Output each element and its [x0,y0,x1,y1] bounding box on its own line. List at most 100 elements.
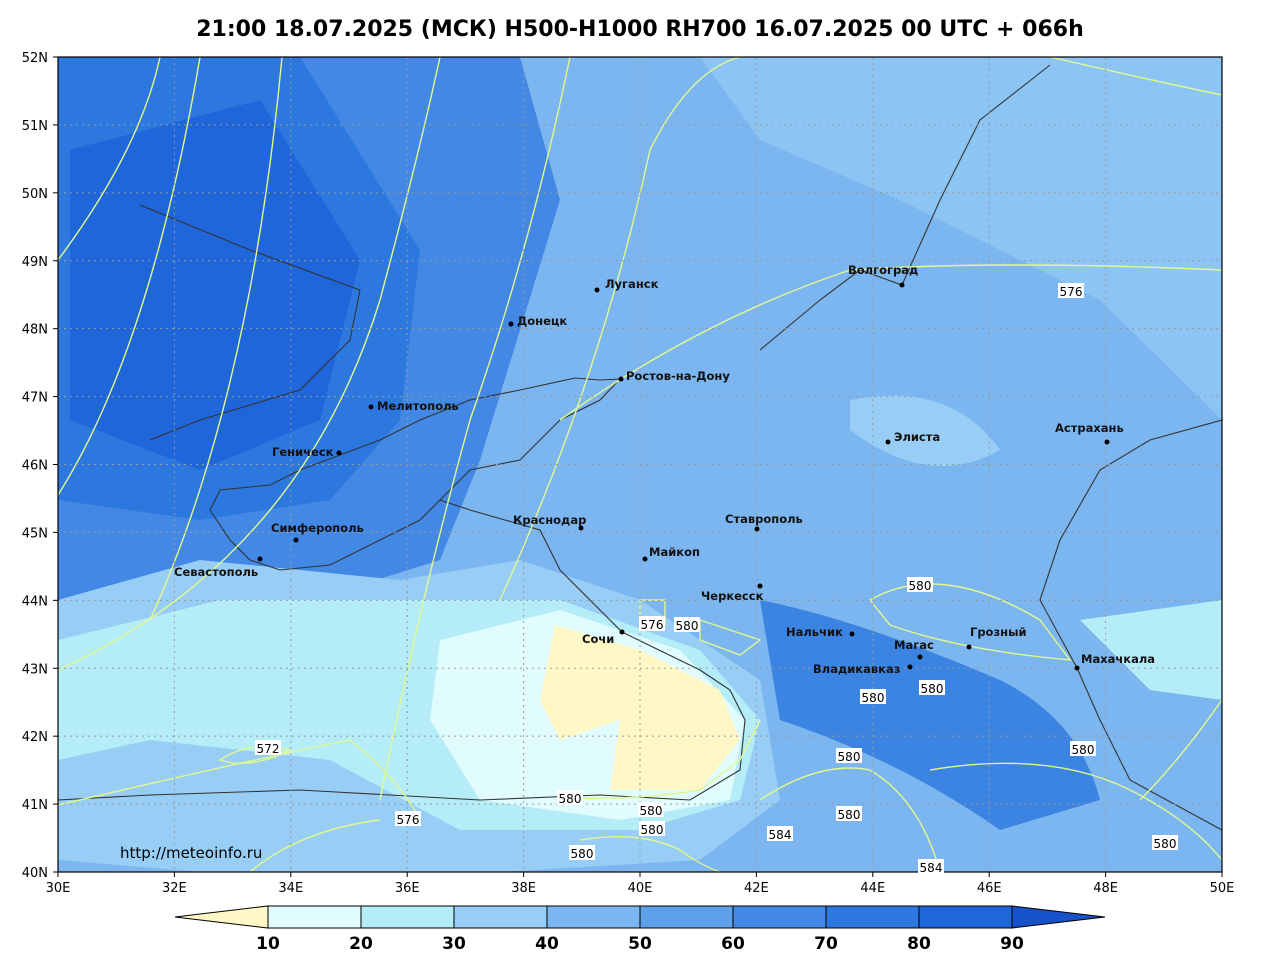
city-dot [293,537,299,543]
lon-label: 30E [46,881,71,896]
contour-label: 580 [571,847,594,861]
lon-label: 50E [1210,881,1235,896]
contour-label: 580 [641,823,664,837]
contour-label: 580 [838,750,861,764]
colorbar-tick-label: 50 [628,934,652,954]
contour-label: 580 [640,804,663,818]
lon-label: 38E [511,881,536,896]
city-label: Геническ [272,445,334,459]
contour-label: 576 [397,813,420,827]
city-label: Владикавказ [813,662,900,676]
contour-label-bg [1058,283,1084,298]
city-dot [757,583,763,589]
city-dot [899,282,905,288]
lat-label: 44N [22,594,48,609]
colorbar-cell [732,905,827,929]
contour-label-bg [1152,835,1178,850]
city-dot [907,664,913,670]
lat-label: 46N [22,459,48,474]
city-dot [1074,665,1080,671]
contour-label: 580 [1072,743,1095,757]
lat-label: 49N [22,255,48,270]
city-label: Волгоград [848,263,918,277]
lon-label: 44E [860,881,885,896]
colorbar-tick-label: 30 [442,934,466,954]
lon-label: 32E [162,881,187,896]
contour-label: 576 [641,618,664,632]
colorbar-cell [825,905,920,929]
contour-label: 580 [909,579,932,593]
city-dot [594,287,600,293]
city-dot [754,526,760,532]
colorbar-tick-label: 20 [349,934,373,954]
contour-label: 576 [1060,285,1083,299]
lat-label: 48N [22,323,48,338]
city-dot [508,321,514,327]
colorbar-cell [267,905,362,929]
contour-label-bg [638,802,664,817]
city-label: Сочи [582,632,614,646]
city-dot [966,644,972,650]
contour-label: 580 [676,619,699,633]
title: 21:00 18.07.2025 (МСК) H500-H1000 RH700 … [196,17,1083,42]
contour-label: 580 [1154,837,1177,851]
city-label: Черкесск [701,589,764,603]
colorbar-tick-label: 40 [535,934,559,954]
city-dot [849,631,855,637]
contour-label: 580 [559,792,582,806]
lon-label: 46E [977,881,1002,896]
contour-label-bg [836,748,862,763]
city-label: Ставрополь [725,512,803,526]
city-label: Севастополь [174,565,258,579]
colorbar: 10 20 30 40 50 60 70 80 90 [174,905,1106,954]
colorbar-tick-label: 10 [256,934,280,954]
contour-label-bg [674,617,700,632]
graticule [58,57,1222,872]
lon-label: 42E [744,881,769,896]
city-label: Майкоп [649,545,700,559]
city-dot [642,556,648,562]
colorbar-tick-label: 70 [814,934,838,954]
colorbar-cell [453,905,548,929]
contour-label: 580 [862,691,885,705]
lat-label: 47N [22,391,48,406]
contour-label-bg [767,826,793,841]
city-label: Махачкала [1081,652,1155,666]
contour-label-bg [639,821,665,836]
colorbar-cell [918,905,1013,929]
city-dot [917,654,923,660]
lat-label: 42N [22,730,48,745]
city-dot [578,525,584,531]
source-url: http://meteoinfo.ru [120,844,262,862]
lat-label: 50N [22,187,48,202]
contour-label-bg [569,845,595,860]
lat-label: 51N [22,119,48,134]
city-label: Нальчик [786,625,843,639]
colorbar-tick-label: 90 [1000,934,1024,954]
contour-label-bg [639,616,665,631]
contours [58,57,1222,872]
lat-label: 52N [22,51,48,66]
lat-label: 41N [22,798,48,813]
city-label: Донецк [517,314,567,328]
contour-label: 584 [920,861,943,875]
city-label: Краснодар [513,513,586,527]
contour-label-bg [919,680,945,695]
contour-label-bg [860,689,886,704]
colorbar-cell [546,905,641,929]
city-dot [368,404,374,410]
colorbar-tick-label: 60 [721,934,745,954]
lon-label: 40E [628,881,653,896]
lat-label: 45N [22,526,48,541]
city-dot [619,629,625,635]
city-label: Элиста [894,430,940,444]
colorbar-tick-label: 80 [907,934,931,954]
contour-label-bg [395,811,421,826]
contour-label-bg [255,740,281,755]
contour-label-bg [836,806,862,821]
contour-label-bg [907,577,933,592]
city-label: Луганск [605,277,659,291]
contour-label-bg [557,790,583,805]
contour-label: 580 [921,682,944,696]
